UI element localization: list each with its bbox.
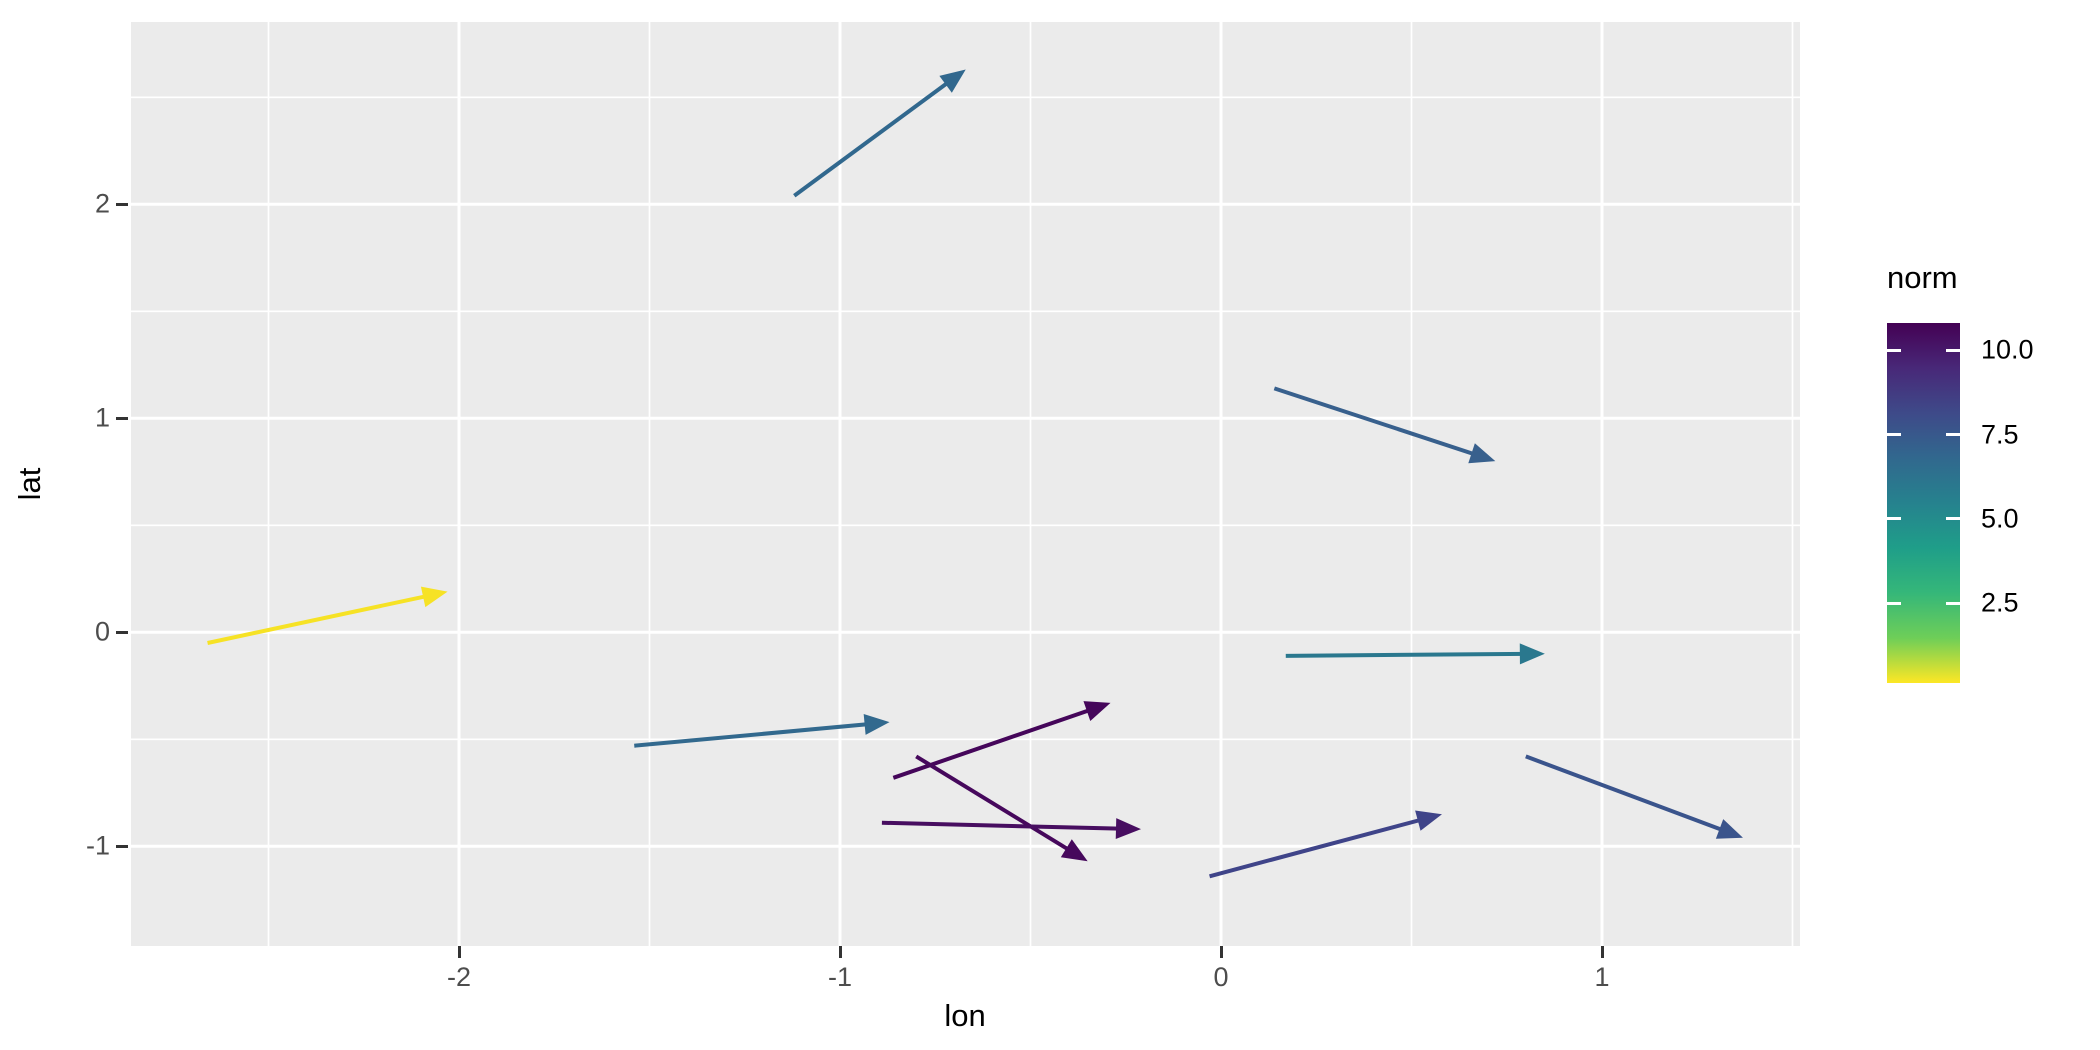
x-axis-title: lon [944, 998, 986, 1033]
y-tick-label: 0 [94, 616, 110, 647]
y-tick-mark [116, 630, 128, 634]
x-tick-mark [1219, 946, 1223, 958]
vector-arrow-head [1519, 643, 1545, 665]
vector-arrow-shaft [793, 71, 963, 198]
y-axis-title: lat [12, 467, 47, 501]
vector-arrow-shaft [1209, 813, 1437, 879]
vector-arrow-head [1415, 810, 1442, 831]
y-tick-mark [116, 844, 128, 848]
plot-panel [131, 22, 1800, 946]
x-tick-label: -2 [446, 962, 472, 992]
colorbar-tick-label: 5.0 [1981, 503, 2019, 534]
colorbar-tick-dash [1887, 601, 1901, 605]
vector-arrow-shaft [1525, 754, 1739, 838]
y-tick-label: 1 [94, 402, 110, 433]
colorbar-tick-dash [1946, 517, 1960, 521]
vector-arrow-shaft [892, 702, 1106, 780]
x-tick-label: 0 [1213, 962, 1229, 992]
colorbar-tick-dash [1887, 433, 1901, 437]
x-tick-mark [838, 946, 842, 958]
y-tick-label: -1 [85, 830, 110, 861]
vector-arrow-head [1115, 818, 1141, 840]
vector-arrow-head [420, 586, 448, 608]
colorbar-tick-label: 2.5 [1981, 587, 2019, 618]
x-tick-label: 1 [1594, 962, 1610, 992]
vector-arrow-shaft [207, 590, 443, 645]
x-tick-mark [1600, 946, 1604, 958]
y-tick-mark [116, 416, 128, 420]
y-tick-mark [116, 202, 128, 206]
colorbar-tick-dash [1887, 517, 1901, 521]
colorbar-tick-dash [1946, 601, 1960, 605]
vector-arrow-head [1715, 819, 1743, 839]
colorbar-tick-dash [1887, 348, 1901, 352]
colorbar-tick-label: 10.0 [1981, 334, 2034, 365]
colorbar-tick-label: 7.5 [1981, 419, 2019, 450]
vector-arrow-shaft [634, 720, 884, 748]
x-tick-label: -1 [827, 962, 853, 992]
vector-arrow-head [1083, 701, 1111, 721]
vector-arrow-head [939, 69, 966, 93]
x-tick-mark [457, 946, 461, 958]
vector-arrow-shaft [1273, 386, 1491, 462]
y-tick-label: 2 [94, 188, 110, 219]
legend-title: norm [1887, 260, 1958, 295]
plot-canvas [131, 22, 1800, 946]
vector-arrow-shaft [881, 820, 1136, 832]
vector-arrow-head [1468, 443, 1496, 464]
vector-arrow-shaft [915, 754, 1084, 860]
colorbar-gradient [1887, 323, 1960, 683]
colorbar-tick-dash [1946, 348, 1960, 352]
vector-arrow-shaft [1285, 651, 1539, 658]
vector-arrow-head [863, 714, 890, 735]
colorbar-tick-dash [1946, 433, 1960, 437]
vector-arrow-head [1060, 839, 1088, 862]
